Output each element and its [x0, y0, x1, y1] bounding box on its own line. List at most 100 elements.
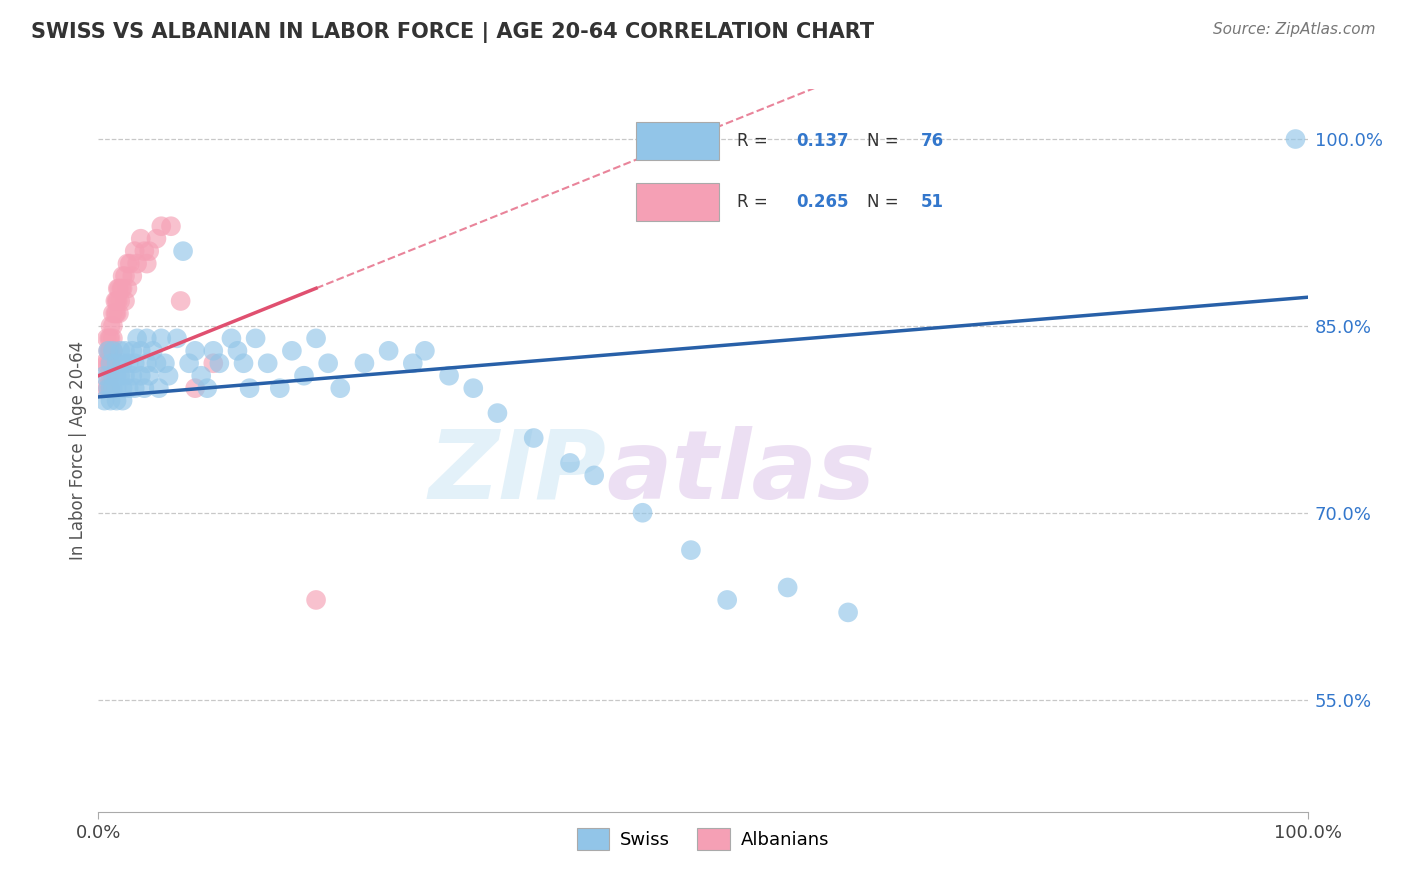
Point	[179, 356, 201, 370]
Point	[134, 244, 156, 259]
Point	[105, 381, 128, 395]
Point	[145, 232, 167, 246]
Point	[117, 257, 139, 271]
Point	[108, 281, 131, 295]
Point	[101, 343, 124, 358]
Point	[184, 343, 207, 358]
Point	[245, 331, 267, 345]
Point	[281, 343, 304, 358]
Point	[105, 393, 128, 408]
Point	[96, 356, 118, 370]
Point	[105, 293, 128, 308]
Point	[138, 368, 160, 383]
Point	[98, 356, 121, 370]
Point	[110, 281, 132, 295]
Point	[101, 318, 124, 333]
Point	[169, 293, 191, 308]
Point	[101, 306, 124, 320]
Point	[135, 257, 157, 271]
Point	[776, 581, 799, 595]
Point	[105, 306, 128, 320]
Y-axis label: In Labor Force | Age 20-64: In Labor Force | Age 20-64	[69, 341, 87, 560]
Point	[135, 356, 157, 370]
Text: Source: ZipAtlas.com: Source: ZipAtlas.com	[1212, 22, 1375, 37]
Point	[239, 381, 262, 395]
Point	[558, 456, 581, 470]
Point	[100, 356, 122, 370]
Point	[96, 331, 118, 345]
Point	[208, 356, 231, 370]
Point	[124, 244, 146, 259]
Legend: Swiss, Albanians: Swiss, Albanians	[569, 821, 837, 857]
Point	[108, 368, 131, 383]
Point	[150, 331, 173, 345]
Point	[111, 393, 134, 408]
Point	[93, 393, 115, 408]
Point	[523, 431, 546, 445]
Point	[101, 343, 124, 358]
Point	[114, 293, 136, 308]
Point	[118, 356, 141, 370]
Point	[107, 281, 129, 295]
Point	[150, 219, 173, 234]
Point	[118, 381, 141, 395]
Point	[105, 356, 128, 370]
Point	[716, 593, 738, 607]
Point	[256, 356, 278, 370]
Point	[107, 293, 129, 308]
Point	[127, 331, 149, 345]
Point	[111, 281, 134, 295]
Point	[353, 356, 375, 370]
Point	[100, 381, 122, 395]
Point	[195, 381, 218, 395]
Point	[153, 356, 176, 370]
Point	[100, 331, 122, 345]
Point	[135, 331, 157, 345]
Point	[148, 381, 170, 395]
Point	[98, 331, 121, 345]
Point	[100, 393, 122, 408]
Point	[129, 368, 152, 383]
Point	[232, 356, 254, 370]
Point	[100, 343, 122, 358]
Point	[129, 343, 152, 358]
Point	[134, 381, 156, 395]
Point	[97, 343, 120, 358]
Point	[486, 406, 509, 420]
Point	[413, 343, 436, 358]
Point	[101, 368, 124, 383]
Point	[221, 331, 243, 345]
Point	[305, 331, 328, 345]
Point	[104, 293, 127, 308]
Point	[100, 368, 122, 383]
Point	[114, 343, 136, 358]
Point	[97, 368, 120, 383]
Point	[1284, 132, 1306, 146]
Point	[377, 343, 399, 358]
Point	[93, 381, 115, 395]
Point	[202, 343, 225, 358]
Point	[111, 268, 134, 283]
Point	[138, 244, 160, 259]
Point	[97, 381, 120, 395]
Point	[121, 268, 143, 283]
Point	[118, 257, 141, 271]
Point	[226, 343, 249, 358]
Point	[108, 343, 131, 358]
Point	[837, 606, 859, 620]
Point	[100, 356, 122, 370]
Point	[463, 381, 485, 395]
Point	[108, 306, 131, 320]
Point	[329, 381, 352, 395]
Point	[316, 356, 339, 370]
Point	[101, 381, 124, 395]
Point	[100, 381, 122, 395]
Point	[202, 356, 225, 370]
Point	[117, 281, 139, 295]
Point	[98, 343, 121, 358]
Point	[97, 381, 120, 395]
Point	[292, 368, 315, 383]
Point	[129, 232, 152, 246]
Point	[105, 368, 128, 383]
Point	[111, 356, 134, 370]
